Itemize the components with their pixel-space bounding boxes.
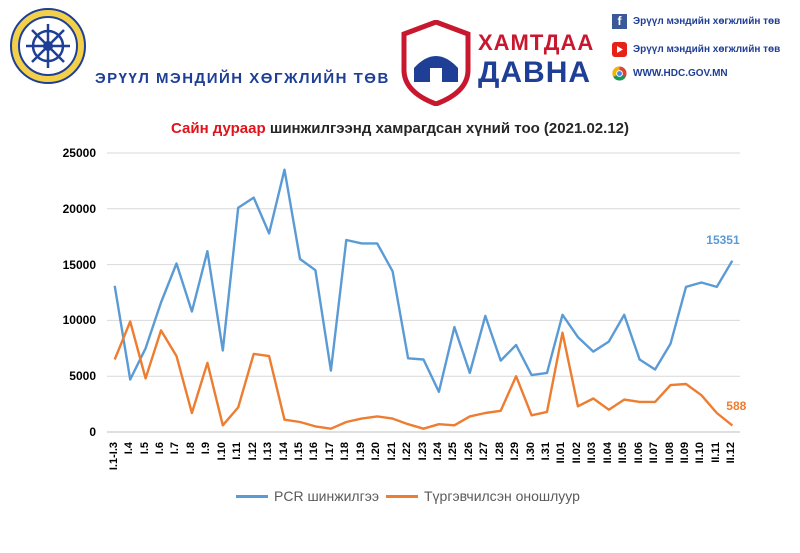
y-tick-label: 5000 bbox=[69, 369, 96, 384]
chart-title: Сайн дураар шинжилгээнд хамрагдсан хүний… bbox=[0, 120, 800, 137]
y-tick-label: 0 bbox=[89, 425, 96, 439]
campaign-line1: ХАМТДАА bbox=[478, 30, 595, 55]
y-tick-label: 10000 bbox=[62, 313, 96, 328]
legend-item-rapid: Түргэвчилсэн оношлуур bbox=[386, 488, 580, 504]
y-tick-label: 15000 bbox=[62, 257, 96, 272]
social-website[interactable]: WWW.HDC.GOV.MN bbox=[612, 66, 728, 81]
x-tick-label: I.1-I.3 bbox=[107, 442, 120, 471]
x-tick-label: II.04 bbox=[601, 442, 614, 464]
chrome-icon bbox=[612, 66, 627, 81]
x-tick-label: II.11 bbox=[709, 442, 722, 463]
youtube-icon bbox=[612, 42, 627, 57]
x-tick-label: I.7 bbox=[169, 442, 182, 455]
x-tick-label: I.10 bbox=[215, 442, 228, 461]
legend-swatch-pcr bbox=[236, 494, 268, 498]
x-tick-label: II.09 bbox=[678, 442, 691, 464]
shield-house-icon bbox=[401, 20, 471, 106]
legend-item-pcr: PCR шинжилгээ bbox=[236, 488, 379, 504]
y-tick-label: 25000 bbox=[62, 146, 96, 160]
series-line-0 bbox=[113, 168, 734, 393]
x-tick-label: II.03 bbox=[586, 442, 599, 464]
end-data-label: 15351 bbox=[706, 232, 740, 247]
org-name: ЭРҮҮЛ МЭНДИЙН ХӨГЖЛИЙН ТӨВ bbox=[95, 70, 390, 87]
x-tick-label: II.10 bbox=[694, 442, 707, 464]
campaign-logo: ХАМТДАА ДАВНА bbox=[400, 20, 593, 106]
x-tick-label: I.4 bbox=[123, 442, 136, 455]
legend-label-rapid: Түргэвчилсэн оношлуур bbox=[424, 488, 580, 504]
legend-label-pcr: PCR шинжилгээ bbox=[274, 488, 379, 504]
chart-title-highlight: Сайн дураар bbox=[170, 120, 266, 137]
org-logo-icon bbox=[10, 8, 86, 84]
social-facebook-label: Эрүүл мэндийн хөгжлийн төв bbox=[633, 16, 781, 27]
end-data-label: 588 bbox=[726, 399, 747, 414]
legend-swatch-rapid bbox=[386, 494, 418, 498]
x-tick-label: II.06 bbox=[632, 442, 645, 464]
x-tick-label: I.5 bbox=[138, 442, 151, 455]
x-tick-label: II.12 bbox=[725, 442, 738, 464]
x-tick-label: I.6 bbox=[154, 442, 167, 455]
social-youtube-label: Эрүүл мэндийн хөгжлийн төв bbox=[633, 44, 781, 55]
x-tick-label: I.9 bbox=[200, 442, 213, 455]
x-tick-label: I.8 bbox=[184, 442, 197, 455]
x-tick-label: II.08 bbox=[663, 442, 676, 464]
header: ЭРҮҮЛ МЭНДИЙН ХӨГЖЛИЙН ТӨВ ХАМТДАА ДАВНА… bbox=[0, 0, 800, 112]
social-youtube[interactable]: Эрүүл мэндийн хөгжлийн төв bbox=[612, 42, 780, 57]
chart-title-rest: шинжилгээнд хамрагдсан хүний тоо (2021.0… bbox=[265, 120, 629, 137]
facebook-icon: f bbox=[612, 14, 627, 29]
series-line-1 bbox=[113, 320, 734, 430]
campaign-line2: ДАВНА bbox=[478, 56, 592, 89]
social-website-label: WWW.HDC.GOV.MN bbox=[633, 68, 728, 79]
x-tick-label: II.05 bbox=[617, 442, 630, 464]
x-tick-label: II.07 bbox=[648, 442, 661, 464]
social-facebook[interactable]: f Эрүүл мэндийн хөгжлийн төв bbox=[612, 14, 780, 29]
y-tick-label: 20000 bbox=[62, 201, 96, 216]
